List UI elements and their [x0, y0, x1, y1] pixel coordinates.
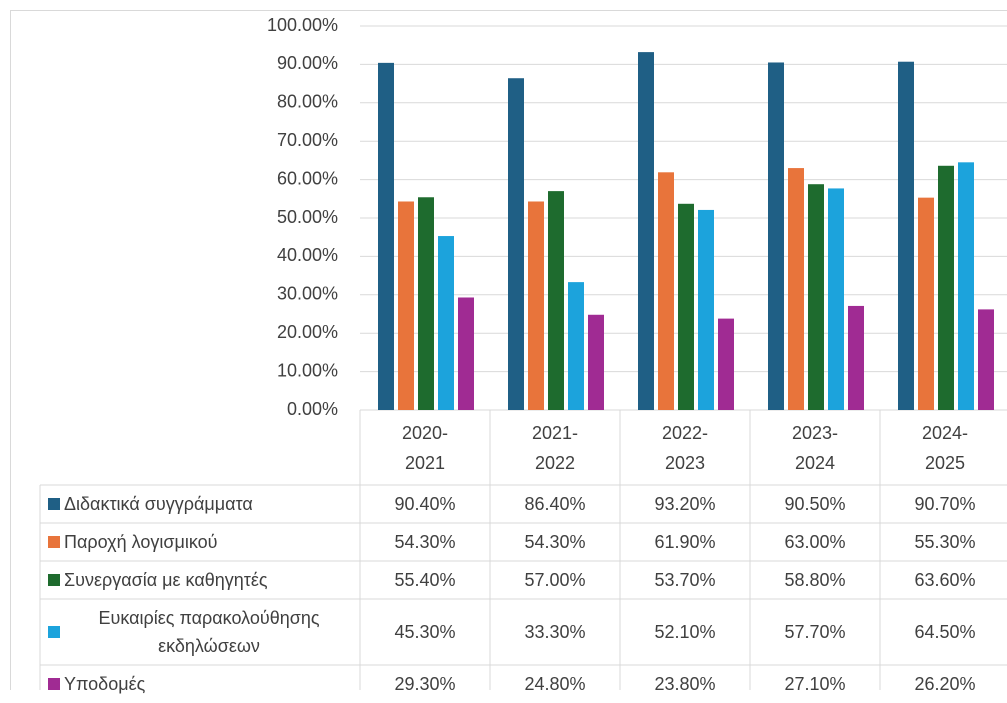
x-tick-label: 2024-2025 [910, 418, 980, 478]
x-tick-label: 2023-2024 [780, 418, 850, 478]
y-tick-label: 80.00% [277, 92, 338, 112]
table-value: 64.50% [880, 599, 1007, 665]
legend-key [48, 536, 60, 548]
y-tick-label: 40.00% [277, 245, 338, 265]
x-tick-label: 2020-2021 [390, 418, 460, 478]
bar [698, 210, 714, 410]
bar [398, 201, 414, 410]
bar [788, 168, 804, 410]
bar [638, 52, 654, 410]
category-cell: 2024-2025 [880, 410, 1007, 485]
table-value: 93.20% [620, 485, 750, 523]
table-value: 52.10% [620, 599, 750, 665]
category-cell: 2023-2024 [750, 410, 880, 485]
bar [588, 315, 604, 410]
y-tick-label: 50.00% [277, 207, 338, 227]
bar [978, 309, 994, 410]
table-value: 29.30% [360, 665, 490, 703]
table-value: 54.30% [360, 523, 490, 561]
table-value: 54.30% [490, 523, 620, 561]
table-value: 55.40% [360, 561, 490, 599]
legend-label: Υποδομές [64, 674, 145, 695]
bar [528, 201, 544, 410]
table-value: 23.80% [620, 665, 750, 703]
table-value: 86.40% [490, 485, 620, 523]
bar [808, 184, 824, 410]
bar [438, 236, 454, 410]
legend-label: Συνεργασία με καθηγητές [64, 570, 268, 591]
legend-key [48, 574, 60, 586]
table-value: 57.70% [750, 599, 880, 665]
bar [718, 319, 734, 410]
table-value: 26.20% [880, 665, 1007, 703]
bar [568, 282, 584, 410]
table-value: 90.50% [750, 485, 880, 523]
bar [658, 172, 674, 410]
table-value: 58.80% [750, 561, 880, 599]
legend-label: Ευκαιρίες παρακολούθησης εκδηλώσεων [64, 604, 354, 660]
y-tick-label: 90.00% [277, 53, 338, 73]
table-value: 61.90% [620, 523, 750, 561]
table-value: 45.30% [360, 599, 490, 665]
bar [918, 198, 934, 410]
category-cell: 2021-2022 [490, 410, 620, 485]
bar [828, 188, 844, 410]
legend-entry: Παροχή λογισμικού [40, 523, 360, 561]
table-value: 57.00% [490, 561, 620, 599]
legend-entry: Διδακτικά συγγράμματα [40, 485, 360, 523]
y-tick-label: 100.00% [267, 15, 338, 35]
y-tick-label: 0.00% [287, 399, 338, 419]
bar [958, 162, 974, 410]
table-value: 55.30% [880, 523, 1007, 561]
legend-entry: Υποδομές [40, 665, 360, 703]
category-cell: 2022-2023 [620, 410, 750, 485]
y-tick-label: 60.00% [277, 168, 338, 188]
bar [898, 62, 914, 410]
x-tick-label: 2021-2022 [520, 418, 590, 478]
bar [548, 191, 564, 410]
table-value: 63.00% [750, 523, 880, 561]
table-value: 53.70% [620, 561, 750, 599]
bar [378, 63, 394, 410]
legend-entry: Ευκαιρίες παρακολούθησης εκδηλώσεων [40, 599, 360, 665]
category-cell: 2020-2021 [360, 410, 490, 485]
legend-entry: Συνεργασία με καθηγητές [40, 561, 360, 599]
legend-key [48, 498, 60, 510]
table-value: 24.80% [490, 665, 620, 703]
bar [458, 297, 474, 410]
bar [508, 78, 524, 410]
bar [938, 166, 954, 410]
y-tick-label: 70.00% [277, 130, 338, 150]
legend-label: Παροχή λογισμικού [64, 532, 217, 553]
table-value: 63.60% [880, 561, 1007, 599]
legend-key [48, 678, 60, 690]
legend-label: Διδακτικά συγγράμματα [64, 494, 253, 515]
legend-key [48, 626, 60, 638]
bar [848, 306, 864, 410]
table-value: 27.10% [750, 665, 880, 703]
y-tick-label: 20.00% [277, 322, 338, 342]
table-value: 33.30% [490, 599, 620, 665]
x-tick-label: 2022-2023 [650, 418, 720, 478]
y-tick-label: 10.00% [277, 360, 338, 380]
bar [678, 204, 694, 410]
bar [418, 197, 434, 410]
table-value: 90.40% [360, 485, 490, 523]
y-tick-label: 30.00% [277, 284, 338, 304]
table-value: 90.70% [880, 485, 1007, 523]
bar [768, 62, 784, 410]
